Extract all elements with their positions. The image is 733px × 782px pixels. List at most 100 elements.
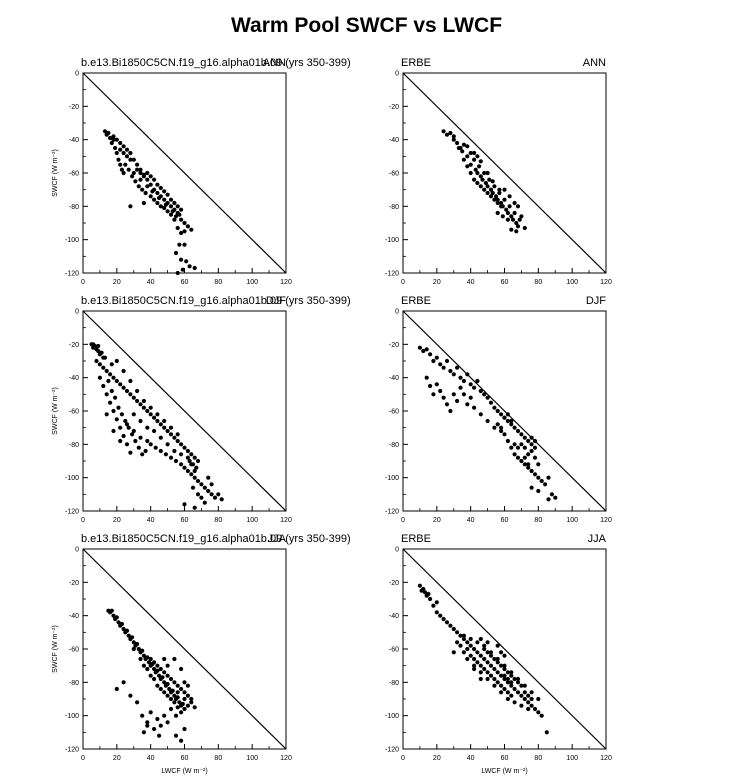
data-point — [119, 621, 124, 627]
data-point — [182, 726, 187, 732]
data-point — [522, 683, 527, 688]
data-point — [502, 686, 507, 692]
data-point — [478, 388, 483, 394]
x-tick-label: 120 — [280, 279, 292, 286]
data-point — [168, 696, 174, 702]
data-point — [431, 358, 436, 364]
data-point — [468, 643, 473, 648]
data-point — [145, 184, 150, 189]
data-point — [482, 646, 487, 652]
data-point — [165, 192, 170, 197]
data-point — [143, 448, 148, 454]
data-point — [192, 475, 197, 480]
data-point — [480, 177, 485, 182]
data-point — [168, 204, 174, 209]
data-point — [512, 686, 517, 692]
data-point — [111, 428, 116, 434]
y-tick-label: -80 — [389, 680, 399, 687]
data-point — [495, 670, 500, 675]
data-point — [138, 167, 143, 172]
y-tick-label: -120 — [65, 271, 79, 278]
data-point — [106, 378, 111, 384]
data-point — [165, 209, 170, 214]
x-tick-label: 0 — [81, 279, 85, 286]
data-point — [434, 610, 439, 615]
data-point — [441, 129, 446, 134]
data-point — [121, 680, 126, 685]
data-point — [424, 375, 429, 380]
y-tick-label: -60 — [69, 171, 79, 178]
y-tick-label: -120 — [385, 509, 399, 516]
data-point — [515, 680, 521, 685]
data-point — [194, 465, 199, 470]
data-point — [111, 137, 116, 142]
data-point — [526, 706, 531, 712]
data-point — [441, 365, 446, 370]
data-point — [514, 229, 519, 234]
data-point — [155, 182, 160, 187]
data-point — [529, 468, 534, 474]
data-point — [152, 177, 157, 182]
data-point — [175, 683, 180, 688]
data-point — [131, 395, 136, 400]
x-tick-label: 40 — [147, 517, 155, 524]
data-point — [492, 656, 497, 662]
data-point — [505, 676, 510, 682]
data-point — [505, 217, 510, 222]
data-point — [114, 378, 119, 384]
data-point — [158, 204, 163, 209]
data-point — [509, 418, 514, 424]
data-point — [465, 656, 470, 662]
data-point — [131, 157, 136, 162]
data-point — [509, 227, 514, 232]
data-point — [141, 663, 146, 668]
panel-right-label: JJA — [588, 533, 607, 545]
data-point — [202, 500, 207, 505]
data-point — [189, 472, 194, 477]
data-point — [444, 620, 450, 625]
data-point — [472, 405, 477, 410]
data-point — [126, 167, 131, 172]
data-point — [140, 713, 145, 718]
data-point — [180, 701, 185, 707]
data-point — [532, 455, 538, 460]
data-point — [153, 445, 158, 450]
y-tick-label: -120 — [385, 271, 399, 278]
data-point — [173, 250, 179, 256]
data-point — [502, 673, 507, 678]
data-point — [499, 200, 504, 206]
y-tick-label: -60 — [69, 409, 79, 416]
data-point — [158, 666, 163, 672]
data-point — [131, 412, 136, 417]
data-point — [185, 683, 190, 688]
data-point — [502, 432, 507, 437]
data-point — [458, 145, 463, 151]
data-point — [182, 690, 187, 695]
data-point — [434, 355, 439, 360]
x-tick-label: 20 — [113, 755, 121, 762]
data-point — [158, 185, 163, 191]
panel-right-label: ANN — [583, 57, 606, 69]
data-point — [549, 492, 555, 497]
data-point — [478, 676, 483, 682]
y-tick-label: -80 — [389, 442, 399, 449]
data-point — [461, 142, 466, 147]
data-point — [475, 378, 480, 384]
data-point — [502, 197, 507, 202]
data-point — [192, 468, 197, 474]
data-point — [526, 462, 531, 467]
data-point — [206, 475, 211, 480]
data-point — [451, 650, 456, 655]
data-point — [468, 653, 473, 658]
data-point — [216, 492, 221, 497]
data-point — [173, 713, 179, 718]
data-point — [434, 600, 439, 605]
data-point — [111, 375, 116, 380]
data-point — [212, 495, 218, 500]
data-point — [504, 207, 509, 212]
data-point — [99, 350, 104, 355]
data-point — [177, 212, 182, 217]
data-point — [509, 670, 514, 675]
data-point — [109, 608, 114, 613]
data-point — [502, 653, 507, 658]
